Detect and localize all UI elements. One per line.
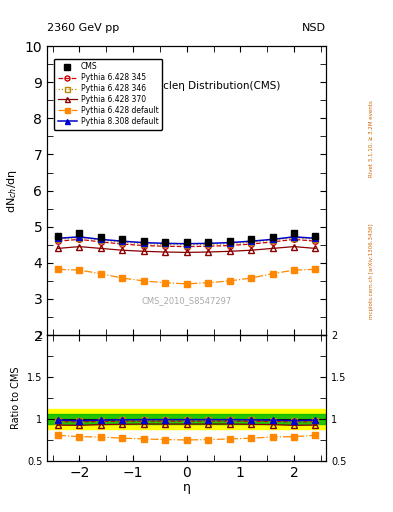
Pythia 8.308 default: [270, 237, 275, 243]
Pythia 6.428 346: [141, 241, 146, 247]
CMS: [141, 238, 146, 244]
Pythia 6.428 346: [163, 241, 167, 247]
CMS: [313, 232, 318, 239]
Pythia 6.428 346: [313, 237, 318, 243]
Pythia 6.428 346: [77, 234, 82, 241]
CMS: [206, 239, 211, 245]
Pythia 6.428 346: [227, 241, 232, 247]
Pythia 6.428 370: [141, 248, 146, 254]
Pythia 6.428 370: [184, 249, 189, 255]
Text: 2360 GeV pp: 2360 GeV pp: [47, 23, 119, 33]
Pythia 6.428 370: [313, 245, 318, 251]
Pythia 8.308 default: [163, 240, 167, 246]
Pythia 6.428 370: [227, 248, 232, 254]
Line: Pythia 6.428 default: Pythia 6.428 default: [55, 267, 318, 287]
Bar: [47, 409, 326, 429]
Pythia 6.428 default: [99, 271, 103, 277]
CMS: [55, 232, 60, 239]
CMS: [292, 230, 296, 237]
Pythia 6.428 346: [270, 237, 275, 243]
CMS: [120, 237, 125, 243]
Pythia 6.428 370: [99, 245, 103, 251]
Pythia 6.428 default: [292, 267, 296, 273]
Pythia 8.308 default: [120, 238, 125, 244]
Text: NSD: NSD: [302, 23, 326, 33]
Y-axis label: Ratio to CMS: Ratio to CMS: [11, 367, 21, 429]
Pythia 6.428 default: [227, 278, 232, 284]
Pythia 6.428 default: [313, 266, 318, 272]
Pythia 6.428 346: [55, 237, 60, 243]
Pythia 6.428 default: [163, 280, 167, 286]
Pythia 6.428 345: [184, 244, 189, 250]
Pythia 6.428 default: [184, 281, 189, 287]
CMS: [270, 234, 275, 240]
Pythia 6.428 345: [163, 243, 167, 249]
Pythia 6.428 370: [206, 249, 211, 255]
CMS: [163, 239, 167, 245]
Pythia 6.428 346: [184, 242, 189, 248]
Pythia 6.428 default: [270, 271, 275, 277]
Pythia 6.428 default: [55, 266, 60, 272]
Pythia 8.308 default: [227, 240, 232, 246]
Pythia 6.428 346: [99, 237, 103, 243]
Pythia 8.308 default: [184, 241, 189, 247]
Pythia 6.428 370: [120, 247, 125, 253]
Pythia 6.428 345: [292, 237, 296, 243]
Text: Charged Particleη Distribution(CMS): Charged Particleη Distribution(CMS): [92, 81, 281, 91]
Line: Pythia 6.428 345: Pythia 6.428 345: [55, 237, 318, 249]
X-axis label: η: η: [183, 481, 191, 494]
Pythia 8.308 default: [77, 234, 82, 240]
CMS: [227, 238, 232, 244]
Line: Pythia 8.308 default: Pythia 8.308 default: [55, 234, 318, 246]
Pythia 6.428 default: [206, 280, 211, 286]
Pythia 6.428 345: [120, 241, 125, 247]
Y-axis label: dN$_{ch}$/dη: dN$_{ch}$/dη: [5, 168, 19, 212]
Pythia 6.428 345: [313, 238, 318, 244]
Bar: [47, 414, 326, 423]
Pythia 6.428 345: [206, 243, 211, 249]
Line: Pythia 6.428 370: Pythia 6.428 370: [55, 244, 318, 255]
Pythia 6.428 default: [141, 278, 146, 284]
Pythia 6.428 370: [163, 249, 167, 255]
Line: Pythia 6.428 346: Pythia 6.428 346: [55, 235, 318, 248]
Pythia 6.428 370: [77, 244, 82, 250]
Pythia 6.428 345: [55, 238, 60, 244]
Legend: CMS, Pythia 6.428 345, Pythia 6.428 346, Pythia 6.428 370, Pythia 6.428 default,: CMS, Pythia 6.428 345, Pythia 6.428 346,…: [54, 58, 162, 130]
Pythia 6.428 default: [77, 267, 82, 273]
Pythia 6.428 default: [249, 275, 253, 281]
CMS: [99, 234, 103, 240]
CMS: [249, 237, 253, 243]
Pythia 6.428 345: [141, 243, 146, 249]
Pythia 6.428 370: [270, 245, 275, 251]
Pythia 6.428 370: [292, 244, 296, 250]
Pythia 8.308 default: [313, 235, 318, 241]
Text: Rivet 3.1.10, ≥ 3.2M events: Rivet 3.1.10, ≥ 3.2M events: [369, 100, 374, 177]
Pythia 6.428 370: [249, 247, 253, 253]
Pythia 8.308 default: [249, 238, 253, 244]
Pythia 6.428 370: [55, 245, 60, 251]
Pythia 6.428 346: [292, 234, 296, 241]
Pythia 8.308 default: [206, 240, 211, 246]
Text: mcplots.cern.ch [arXiv:1306.3436]: mcplots.cern.ch [arXiv:1306.3436]: [369, 224, 374, 319]
Pythia 8.308 default: [99, 237, 103, 243]
Pythia 8.308 default: [55, 235, 60, 241]
Pythia 6.428 345: [77, 237, 82, 243]
CMS: [77, 230, 82, 237]
Text: CMS_2010_S8547297: CMS_2010_S8547297: [141, 296, 232, 305]
Pythia 8.308 default: [141, 240, 146, 246]
Pythia 6.428 345: [99, 239, 103, 245]
Pythia 6.428 346: [249, 239, 253, 245]
CMS: [184, 239, 189, 245]
Pythia 6.428 default: [120, 275, 125, 281]
Pythia 6.428 346: [206, 241, 211, 247]
Pythia 8.308 default: [292, 234, 296, 240]
Pythia 6.428 346: [120, 239, 125, 245]
Pythia 6.428 345: [227, 243, 232, 249]
Pythia 6.428 345: [249, 241, 253, 247]
Line: CMS: CMS: [54, 230, 319, 246]
Pythia 6.428 345: [270, 239, 275, 245]
